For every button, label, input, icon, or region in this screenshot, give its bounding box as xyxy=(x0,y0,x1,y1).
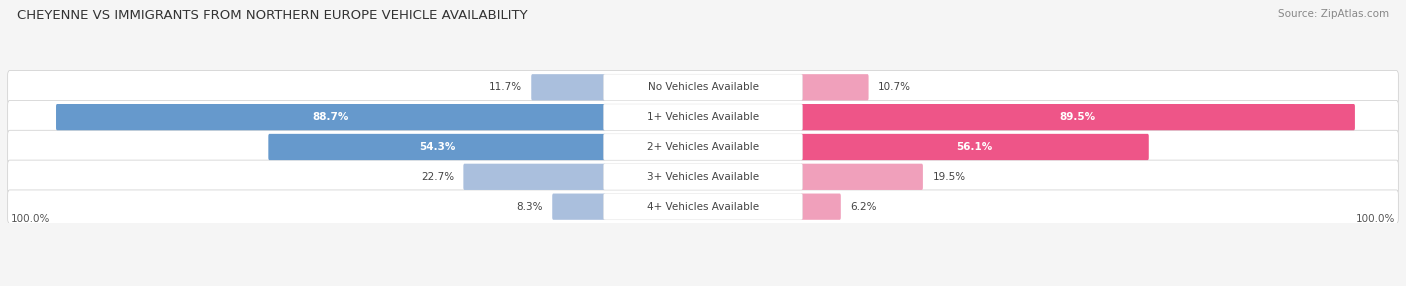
FancyBboxPatch shape xyxy=(800,134,1149,160)
Text: 10.7%: 10.7% xyxy=(877,82,911,92)
FancyBboxPatch shape xyxy=(603,74,803,100)
Text: 54.3%: 54.3% xyxy=(419,142,456,152)
FancyBboxPatch shape xyxy=(800,74,869,100)
Text: 1+ Vehicles Available: 1+ Vehicles Available xyxy=(647,112,759,122)
Text: No Vehicles Available: No Vehicles Available xyxy=(648,82,758,92)
FancyBboxPatch shape xyxy=(269,134,606,160)
Text: 89.5%: 89.5% xyxy=(1060,112,1095,122)
Text: 4+ Vehicles Available: 4+ Vehicles Available xyxy=(647,202,759,212)
FancyBboxPatch shape xyxy=(7,100,1399,134)
FancyBboxPatch shape xyxy=(7,190,1399,223)
FancyBboxPatch shape xyxy=(800,164,922,190)
Text: 3+ Vehicles Available: 3+ Vehicles Available xyxy=(647,172,759,182)
Text: 8.3%: 8.3% xyxy=(516,202,543,212)
FancyBboxPatch shape xyxy=(7,71,1399,104)
FancyBboxPatch shape xyxy=(603,194,803,220)
FancyBboxPatch shape xyxy=(464,164,606,190)
FancyBboxPatch shape xyxy=(553,194,606,220)
Text: 88.7%: 88.7% xyxy=(312,112,349,122)
FancyBboxPatch shape xyxy=(7,130,1399,164)
Text: 2+ Vehicles Available: 2+ Vehicles Available xyxy=(647,142,759,152)
Text: 6.2%: 6.2% xyxy=(851,202,877,212)
Text: 11.7%: 11.7% xyxy=(489,82,522,92)
Text: 100.0%: 100.0% xyxy=(1355,214,1395,224)
Text: 19.5%: 19.5% xyxy=(932,172,966,182)
FancyBboxPatch shape xyxy=(800,104,1355,130)
Text: 56.1%: 56.1% xyxy=(956,142,993,152)
FancyBboxPatch shape xyxy=(800,194,841,220)
Text: 100.0%: 100.0% xyxy=(11,214,51,224)
FancyBboxPatch shape xyxy=(531,74,606,100)
FancyBboxPatch shape xyxy=(603,104,803,130)
Text: Source: ZipAtlas.com: Source: ZipAtlas.com xyxy=(1278,9,1389,19)
FancyBboxPatch shape xyxy=(7,160,1399,194)
FancyBboxPatch shape xyxy=(603,134,803,160)
Text: 22.7%: 22.7% xyxy=(420,172,454,182)
Text: CHEYENNE VS IMMIGRANTS FROM NORTHERN EUROPE VEHICLE AVAILABILITY: CHEYENNE VS IMMIGRANTS FROM NORTHERN EUR… xyxy=(17,9,527,21)
FancyBboxPatch shape xyxy=(603,164,803,190)
FancyBboxPatch shape xyxy=(56,104,606,130)
